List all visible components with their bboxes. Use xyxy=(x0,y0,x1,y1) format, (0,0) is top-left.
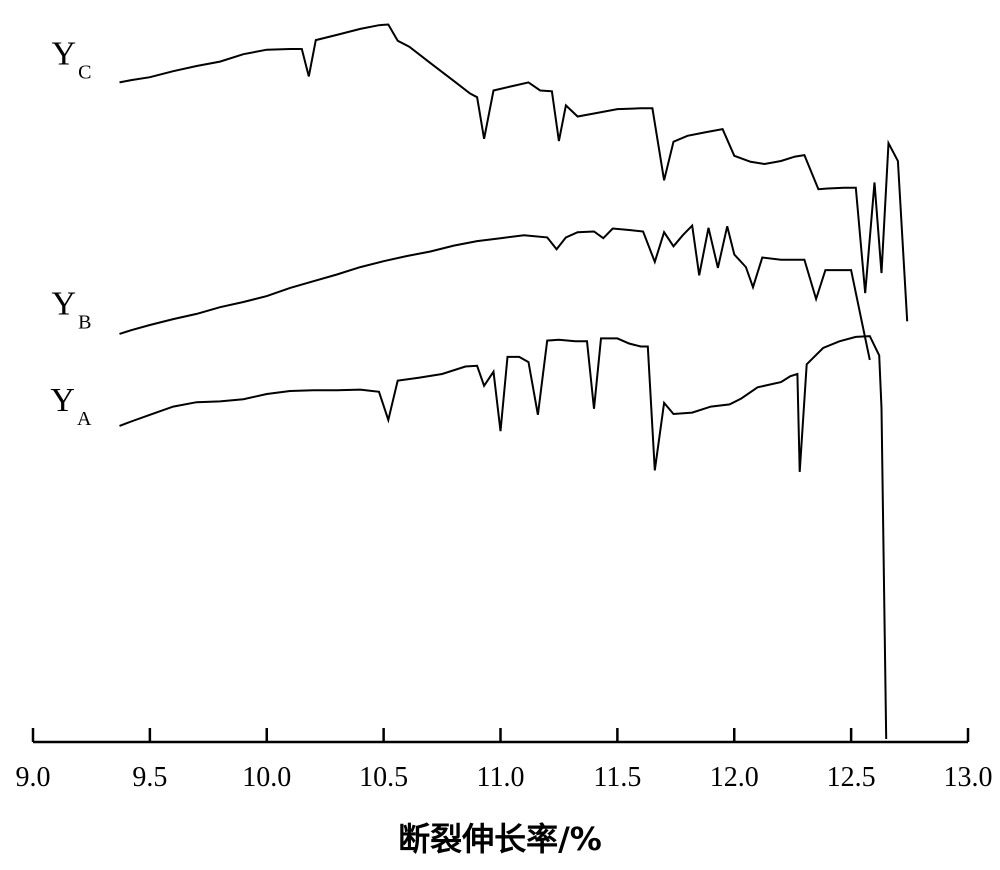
series-line-yb xyxy=(119,223,871,361)
x-tick-label: 12.0 xyxy=(710,762,759,793)
x-tick-label: 11.5 xyxy=(593,762,641,793)
x-tick-label: 12.5 xyxy=(827,762,876,793)
x-tick-label: 9.0 xyxy=(16,762,51,793)
x-axis: 9.0 9.5 10.0 10.5 11.0 11.5 12.0 12.5 13.0 xyxy=(16,728,993,793)
x-tick-label: 10.0 xyxy=(242,762,291,793)
x-axis-title: 断裂伸长率/% xyxy=(398,820,602,858)
x-tick-label: 13.0 xyxy=(944,762,993,793)
x-tick-label: 11.0 xyxy=(477,762,525,793)
x-tick-group: 9.0 9.5 10.0 10.5 11.0 11.5 12.0 12.5 13.0 xyxy=(16,728,993,793)
series-group xyxy=(119,23,909,740)
series-line-ya xyxy=(119,335,888,740)
x-tick-label: 10.5 xyxy=(359,762,408,793)
series-line-yc xyxy=(119,23,909,322)
x-tick-label: 9.5 xyxy=(132,762,167,793)
series-label-group: Y C Y B Y A xyxy=(50,36,92,431)
